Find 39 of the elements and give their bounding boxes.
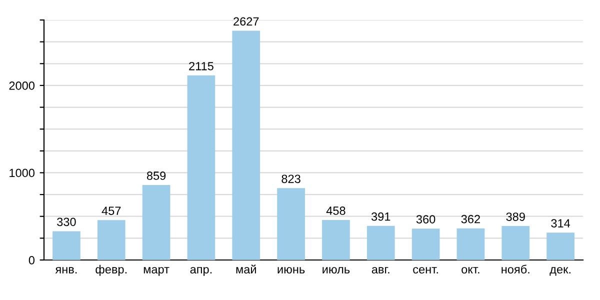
bar [546,232,574,260]
bar [187,75,216,260]
bar [52,231,80,260]
data-label: 859 [146,172,166,180]
x-tick-label: июнь [278,267,305,274]
data-label: 458 [326,206,346,215]
bar [322,220,350,260]
data-label: 314 [551,219,570,228]
x-tick-label: февр. [96,264,126,276]
x-tick-label: дек. [550,267,570,276]
x-tick-label: март [144,267,170,276]
x-tick-label: сент. [413,267,438,274]
data-label: 362 [461,214,480,224]
x-tick-label: окт. [462,267,480,274]
bar [456,228,485,260]
bar [502,226,530,260]
bar [142,185,170,260]
data-label: 823 [282,174,300,184]
y-tick-label: 0 [28,256,35,264]
data-label: 330 [57,218,76,226]
x-tick-label: янв. [55,267,77,274]
bar [366,226,395,260]
data-label: 360 [416,215,436,224]
x-tick-label: авг. [372,267,390,274]
bar [232,30,260,260]
x-tick-label: апр. [190,267,212,276]
data-label: 2627 [234,17,259,26]
data-label: 457 [102,206,121,216]
data-label: 2115 [189,62,214,70]
x-tick-label: июль [322,267,350,274]
bar [97,220,126,260]
y-tick-label: 2000 [9,81,35,90]
bar [412,228,440,260]
x-tick-label: май [236,264,256,274]
data-label: 391 [371,212,390,221]
x-tick-label: нояб. [502,264,530,274]
bar [277,188,305,260]
data-label: 389 [506,212,525,221]
y-tick-label: 1000 [10,168,35,178]
